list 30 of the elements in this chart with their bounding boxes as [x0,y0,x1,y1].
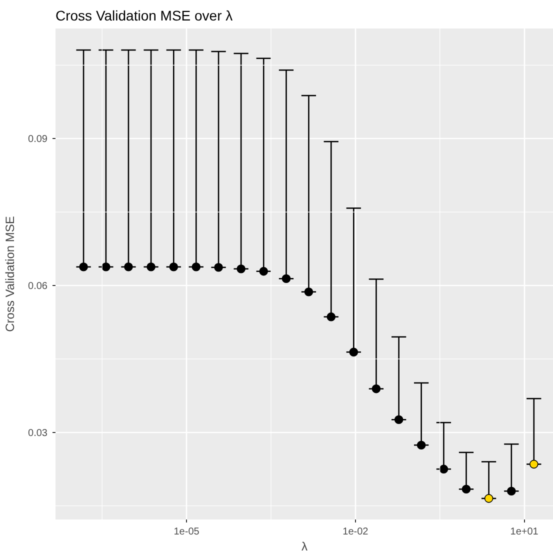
point [259,266,268,276]
point [326,312,336,322]
point [439,464,448,474]
point [236,264,246,274]
x-tick-label: 1e+01 [510,526,539,538]
point [79,262,88,272]
point [416,440,426,450]
y-axis-title: Cross Validation MSE [3,216,18,332]
point [102,262,110,272]
point [484,494,494,503]
point [169,262,178,272]
x-axis-title: λ [302,540,308,554]
chart-title: Cross Validation MSE over λ [56,8,233,24]
y-tick-label: 0.03 [28,428,48,439]
y-tick-label: 0.06 [28,281,48,292]
x-tick-label: 1e-05 [174,526,200,538]
point [507,486,516,496]
point [282,274,291,284]
point [192,262,201,272]
point [304,287,314,296]
x-tick-label: 1e-02 [342,526,369,538]
point [214,263,223,272]
point [124,262,133,272]
point [394,415,404,424]
point [349,348,358,356]
point [462,484,471,494]
point [372,384,381,394]
point [529,460,538,469]
point [146,262,156,272]
y-tick-label: 0.09 [28,134,48,146]
